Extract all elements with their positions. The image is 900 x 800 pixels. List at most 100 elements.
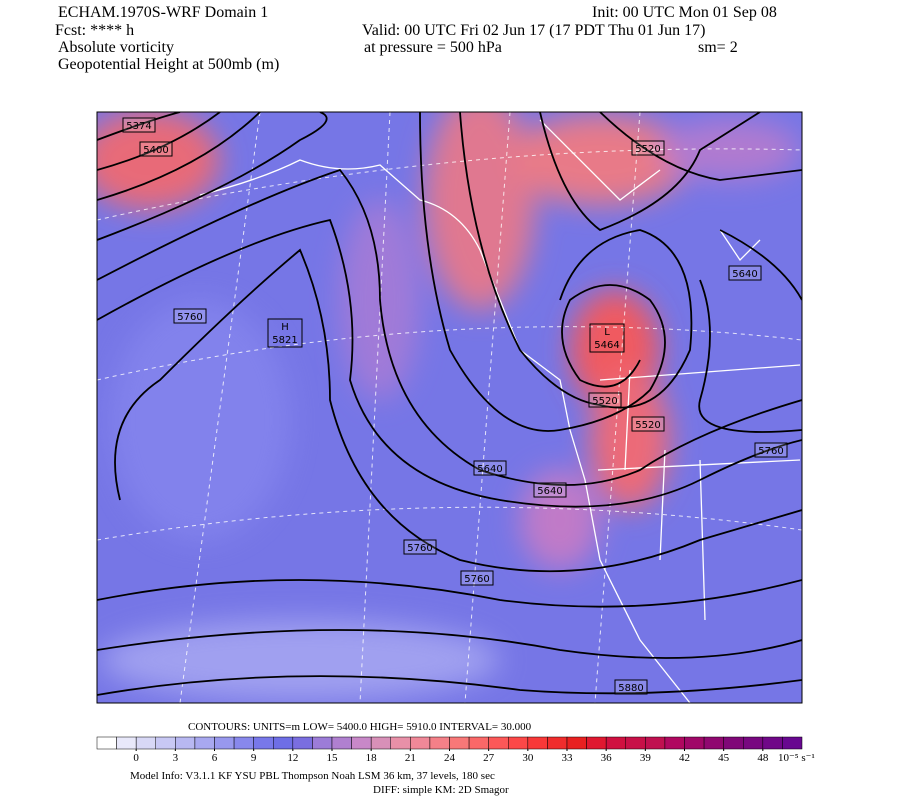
- colorbar-cell: [116, 736, 137, 750]
- colorbar-label: 3: [173, 752, 179, 764]
- colorbar-label: 27: [483, 752, 495, 764]
- contour-label: 5640: [477, 464, 502, 475]
- map-frame: [96, 111, 803, 704]
- pressure: at pressure = 500 hPa: [364, 39, 502, 56]
- contour-label: 5640: [537, 486, 562, 497]
- colorbar-cell: [429, 736, 450, 750]
- center-symbol: H: [281, 322, 289, 333]
- colorbar-unit: 10⁻⁵ s⁻¹: [778, 752, 815, 764]
- colorbar-cell: [292, 736, 313, 750]
- map: [97, 112, 802, 703]
- label-box: [139, 141, 173, 157]
- title: ECHAM.1970S-WRF Domain 1: [58, 4, 268, 21]
- center-value: 5464: [594, 340, 619, 351]
- label-box: [728, 265, 762, 281]
- label-box: [473, 460, 507, 476]
- label-box: [403, 539, 437, 555]
- contour-label: 5520: [592, 396, 617, 407]
- colorbar-cell: [527, 736, 548, 750]
- colorbar-label: 24: [444, 752, 456, 764]
- contour-label: 5760: [758, 446, 783, 457]
- label-box: [754, 442, 788, 458]
- colorbar-label: 12: [287, 752, 298, 764]
- model-info: Model Info: V3.1.1 KF YSU PBL Thompson N…: [130, 770, 495, 782]
- diff-info: DIFF: simple KM: 2D Smagor: [373, 784, 509, 796]
- contour-labels: 5374 5400 5520 5640 5760 5520 5520 5760 5640 5640…: [122, 117, 788, 695]
- colorbar-cell: [664, 736, 685, 750]
- colorbar-cell: [214, 736, 235, 750]
- colorbar-label: 48: [757, 752, 769, 764]
- colorbar-cell: [468, 736, 489, 750]
- colorbar-cell: [155, 736, 176, 750]
- colorbar-label: 39: [640, 752, 652, 764]
- colorbar-cell: [96, 736, 117, 750]
- colorbar-label: 33: [562, 752, 574, 764]
- colorbar-label: 30: [522, 752, 534, 764]
- colorbar-cell: [782, 736, 803, 750]
- height-contours: [97, 112, 802, 696]
- contour-label: 5760: [407, 543, 432, 554]
- contour-label: 5520: [635, 420, 660, 431]
- colorbar-cell: [723, 736, 744, 750]
- colorbar-cell: [312, 736, 333, 750]
- colorbar-label: 0: [133, 752, 139, 764]
- colorbar-label: 18: [366, 752, 378, 764]
- contour-info: CONTOURS: UNITS=m LOW= 5400.0 HIGH= 5910…: [188, 721, 532, 733]
- smoothing: sm= 2: [698, 39, 738, 56]
- colorbar-cell: [762, 736, 783, 750]
- colorbar-label: 36: [601, 752, 613, 764]
- center-box: [267, 318, 303, 348]
- colorbar-cell: [351, 736, 372, 750]
- colorbar-cell: [233, 736, 254, 750]
- colorbar-cell: [508, 736, 529, 750]
- colorbar-cell: [331, 736, 352, 750]
- colorbar-cell: [547, 736, 568, 750]
- valid-time: Valid: 00 UTC Fri 02 Jun 17 (17 PDT Thu …: [362, 22, 705, 39]
- contour-label: 5760: [464, 574, 489, 585]
- vorticity-field: [97, 112, 800, 700]
- colorbar: 0 3 6 9 12 15 18 21 24 27 30 33 36 39 42 45 48 10⁻⁵ s⁻¹: [96, 736, 815, 764]
- colorbar-cell: [743, 736, 764, 750]
- colorbar-cell: [194, 736, 215, 750]
- contour-label: 5880: [618, 683, 643, 694]
- colorbar-cell: [488, 736, 509, 750]
- center-symbol: L: [604, 327, 610, 338]
- contour-label: 5374: [126, 121, 151, 132]
- colorbar-cell: [410, 736, 431, 750]
- colorbar-cell: [586, 736, 607, 750]
- colorbar-cell: [625, 736, 646, 750]
- colorbar-cell: [273, 736, 294, 750]
- contour-field: Geopotential Height at 500mb (m): [58, 56, 279, 73]
- colorbar-label: 9: [251, 752, 257, 764]
- colorbar-cell: [135, 736, 157, 750]
- colorbar-cell: [390, 736, 411, 750]
- contour-label: 5640: [732, 269, 757, 280]
- contour-label: 5760: [177, 312, 202, 323]
- label-box: [614, 679, 648, 695]
- label-box: [631, 140, 665, 156]
- colorbar-cell: [645, 736, 666, 750]
- contour-label: 5400: [143, 145, 168, 156]
- contour-label: 5520: [635, 144, 660, 155]
- colorbar-cell: [370, 736, 391, 750]
- forecast: Fcst: **** h: [55, 22, 134, 39]
- colorbar-label: 15: [327, 752, 339, 764]
- colorbar-label: 21: [405, 752, 416, 764]
- label-box: [588, 392, 622, 408]
- init-time: Init: 00 UTC Mon 01 Sep 08: [592, 4, 777, 21]
- label-box: [173, 308, 207, 324]
- colorbar-cell: [566, 736, 587, 750]
- center-box: [589, 323, 625, 353]
- label-box: [460, 570, 494, 586]
- colorbar-cell: [175, 736, 196, 750]
- colorbar-label: 42: [679, 752, 690, 764]
- colorbar-cell: [253, 736, 274, 750]
- label-box: [631, 416, 665, 432]
- colorbar-cell: [684, 736, 705, 750]
- colorbar-label: 6: [212, 752, 218, 764]
- colorbar-cell: [703, 736, 724, 750]
- colorbar-cell: [449, 736, 470, 750]
- colorbar-cell: [605, 736, 627, 750]
- label-box: [122, 117, 156, 133]
